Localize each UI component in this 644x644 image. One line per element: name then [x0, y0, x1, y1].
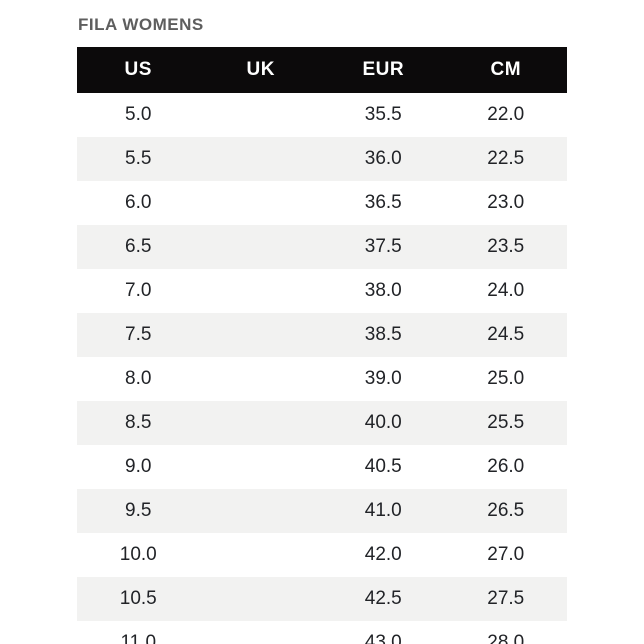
cell-us: 9.5	[125, 500, 152, 521]
cell-uk	[200, 313, 323, 357]
cell-cm: 27.0	[487, 544, 525, 565]
cell-uk	[200, 225, 323, 269]
cell-us: 10.5	[119, 588, 157, 609]
cell-eur: 38.5	[364, 324, 402, 345]
cell-cm: 28.0	[487, 632, 525, 644]
cell-eur: 35.5	[364, 104, 402, 125]
cell-us: 10.0	[119, 544, 157, 565]
cell-uk	[200, 181, 323, 225]
column-header-cm: CM	[444, 47, 567, 93]
cell-us: 8.0	[125, 368, 152, 389]
cell-us: 7.0	[125, 280, 152, 301]
cell-eur: 40.5	[364, 456, 402, 477]
cell-us: 8.5	[125, 412, 152, 433]
size-table-body: 5.0 35.5 22.0 5.5 36.0 22.5 6.0 36.5 23.0 6.5 37.5…	[77, 93, 567, 644]
table-row: 8.5 40.0 25.5	[77, 401, 567, 445]
cell-cm: 25.0	[487, 368, 525, 389]
cell-eur: 37.5	[364, 236, 402, 257]
cell-eur: 38.0	[364, 280, 402, 301]
cell-eur: 36.0	[364, 148, 402, 169]
column-header-us: US	[77, 47, 200, 93]
cell-us: 6.5	[125, 236, 152, 257]
cell-cm: 23.5	[487, 236, 525, 257]
size-chart: FILA WOMENS US UK EUR CM 5.0 35.5 22.0 5.5 36.0…	[77, 14, 567, 644]
cell-cm: 22.5	[487, 148, 525, 169]
column-header-uk: UK	[199, 47, 322, 93]
cell-uk	[200, 269, 323, 313]
cell-eur: 42.5	[364, 588, 402, 609]
cell-cm: 25.5	[487, 412, 525, 433]
cell-cm: 27.5	[487, 588, 525, 609]
cell-cm: 22.0	[487, 104, 525, 125]
table-row: 6.5 37.5 23.5	[77, 225, 567, 269]
cell-uk	[200, 533, 323, 577]
cell-uk	[200, 137, 323, 181]
cell-cm: 23.0	[487, 192, 525, 213]
header-row: US UK EUR CM	[77, 47, 567, 93]
cell-us: 9.0	[125, 456, 152, 477]
table-row: 10.5 42.5 27.5	[77, 577, 567, 621]
table-row: 6.0 36.5 23.0	[77, 181, 567, 225]
table-row: 9.0 40.5 26.0	[77, 445, 567, 489]
cell-eur: 39.0	[364, 368, 402, 389]
cell-us: 5.0	[125, 104, 152, 125]
size-table: US UK EUR CM 5.0 35.5 22.0 5.5 36.0 22.5 6.0 36.5 2…	[77, 47, 567, 644]
cell-uk	[200, 445, 323, 489]
cell-uk	[200, 621, 323, 644]
cell-uk	[200, 489, 323, 533]
cell-uk	[200, 401, 323, 445]
cell-us: 7.5	[125, 324, 152, 345]
cell-us: 5.5	[125, 148, 152, 169]
cell-cm: 24.5	[487, 324, 525, 345]
table-row: 5.5 36.0 22.5	[77, 137, 567, 181]
cell-uk	[200, 357, 323, 401]
cell-cm: 26.5	[487, 500, 525, 521]
table-row: 7.0 38.0 24.0	[77, 269, 567, 313]
cell-eur: 41.0	[364, 500, 402, 521]
column-header-eur: EUR	[322, 47, 445, 93]
cell-cm: 26.0	[487, 456, 525, 477]
table-row: 8.0 39.0 25.0	[77, 357, 567, 401]
cell-cm: 24.0	[487, 280, 525, 301]
cell-eur: 42.0	[364, 544, 402, 565]
cell-us: 6.0	[125, 192, 152, 213]
table-row: 7.5 38.5 24.5	[77, 313, 567, 357]
cell-uk	[200, 93, 323, 137]
size-table-head: US UK EUR CM	[77, 47, 567, 93]
table-row: 11.0 43.0 28.0	[77, 621, 567, 644]
cell-eur: 40.0	[364, 412, 402, 433]
table-row: 5.0 35.5 22.0	[77, 93, 567, 137]
cell-us: 11.0	[120, 632, 157, 644]
cell-uk	[200, 577, 323, 621]
cell-eur: 43.0	[364, 632, 402, 644]
table-row: 10.0 42.0 27.0	[77, 533, 567, 577]
table-row: 9.5 41.0 26.5	[77, 489, 567, 533]
chart-title: FILA WOMENS	[78, 15, 204, 34]
cell-eur: 36.5	[364, 192, 402, 213]
